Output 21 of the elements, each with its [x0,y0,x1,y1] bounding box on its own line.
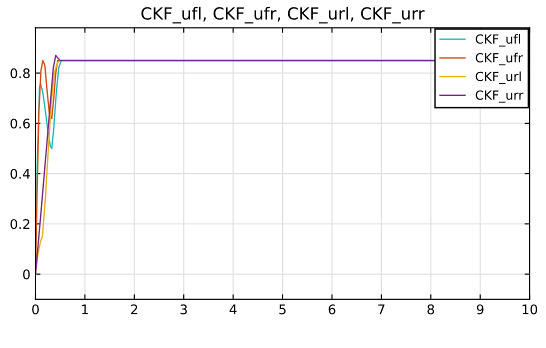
x-tick-label: 10 [522,304,538,314]
x-tick-label: 9 [476,304,484,314]
x-tick-label: 2 [131,304,138,314]
y-tick-label: 0.8 [10,68,30,78]
legend-label: CKF_ufr [476,52,523,66]
y-tick-label: 0.4 [10,168,30,179]
chart-title: CKF_ufl, CKF_ufr, CKF_url, CKF_urr [141,6,425,24]
x-tick-label: 4 [230,304,237,314]
y-tick-label: 0.2 [10,219,30,230]
x-tick-label: 7 [378,304,384,314]
legend-label: CKF_ufl [476,34,520,47]
x-tick-label: 6 [328,304,336,314]
x-tick-label: 5 [279,304,286,314]
x-tick-label: 3 [180,304,187,314]
legend-label: CKF_urr [476,90,524,103]
x-tick-label: 8 [427,304,434,314]
legend-label: CKF_url [476,71,521,84]
x-tick-label: 1 [82,304,88,314]
y-tick-label: 0 [23,269,30,280]
y-tick-label: 0.6 [10,118,30,129]
x-tick-label: 0 [32,304,39,314]
